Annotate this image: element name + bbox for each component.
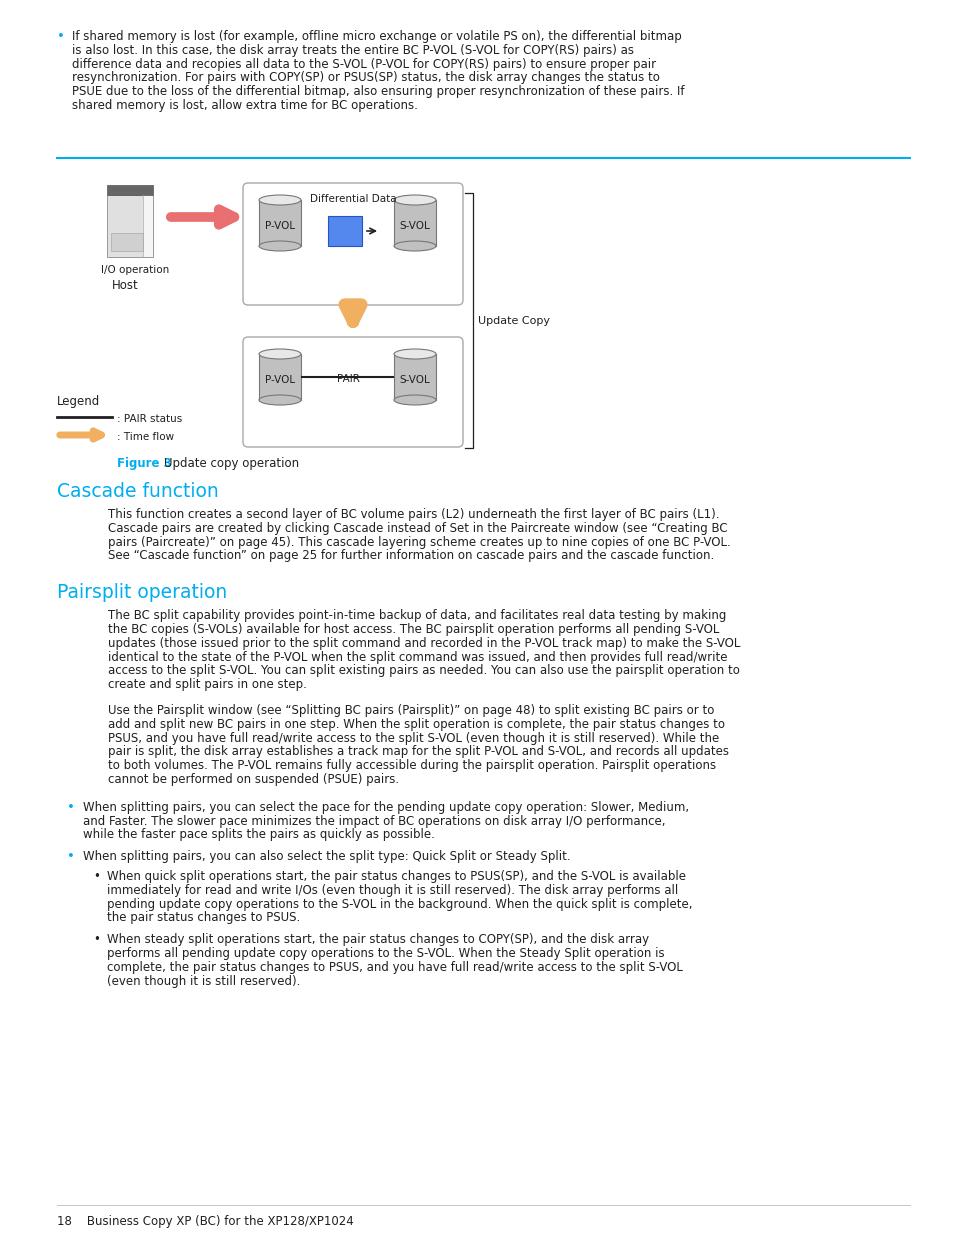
Text: immediately for read and write I/Os (even though it is still reserved). The disk: immediately for read and write I/Os (eve… [107,884,678,897]
Text: P-VOL: P-VOL [265,221,294,231]
Text: When splitting pairs, you can also select the split type: Quick Split or Steady : When splitting pairs, you can also selec… [83,850,570,863]
Text: P-VOL: P-VOL [265,375,294,385]
Text: to both volumes. The P-VOL remains fully accessible during the pairsplit operati: to both volumes. The P-VOL remains fully… [108,760,716,772]
Text: updates (those issued prior to the split command and recorded in the P-VOL track: updates (those issued prior to the split… [108,637,740,650]
Text: When quick split operations start, the pair status changes to PSUS(SP), and the : When quick split operations start, the p… [107,869,685,883]
Text: is also lost. In this case, the disk array treats the entire BC P-VOL (S-VOL for: is also lost. In this case, the disk arr… [71,43,634,57]
Ellipse shape [394,395,436,405]
Text: the pair status changes to PSUS.: the pair status changes to PSUS. [107,911,300,925]
Ellipse shape [258,241,301,251]
Text: PSUE due to the loss of the differential bitmap, also ensuring proper resynchron: PSUE due to the loss of the differential… [71,85,684,99]
Text: identical to the state of the P-VOL when the split command was issued, and then : identical to the state of the P-VOL when… [108,651,727,663]
Text: while the faster pace splits the pairs as quickly as possible.: while the faster pace splits the pairs a… [83,829,435,841]
FancyBboxPatch shape [243,337,462,447]
Text: Use the Pairsplit window (see “Splitting BC pairs (Pairsplit)” on page 48) to sp: Use the Pairsplit window (see “Splitting… [108,704,714,718]
Text: Update copy operation: Update copy operation [164,457,299,471]
Text: Pairsplit operation: Pairsplit operation [57,583,227,603]
Text: •: • [57,30,65,43]
Text: Update Copy: Update Copy [477,315,550,326]
Text: •: • [92,934,100,946]
FancyBboxPatch shape [111,233,143,251]
Text: •: • [67,800,74,814]
Text: S-VOL: S-VOL [399,221,430,231]
Text: : Time flow: : Time flow [117,432,174,442]
FancyBboxPatch shape [328,216,361,246]
Text: add and split new BC pairs in one step. When the split operation is complete, th: add and split new BC pairs in one step. … [108,718,724,731]
Text: pair is split, the disk array establishes a track map for the split P-VOL and S-: pair is split, the disk array establishe… [108,746,728,758]
FancyBboxPatch shape [243,183,462,305]
Text: shared memory is lost, allow extra time for BC operations.: shared memory is lost, allow extra time … [71,99,417,112]
FancyBboxPatch shape [143,195,152,257]
FancyBboxPatch shape [258,200,301,246]
Text: Cascade pairs are created by clicking Cascade instead of Set in the Paircreate w: Cascade pairs are created by clicking Ca… [108,522,727,535]
Text: performs all pending update copy operations to the S-VOL. When the Steady Split : performs all pending update copy operati… [107,947,664,960]
Ellipse shape [394,241,436,251]
Text: When splitting pairs, you can select the pace for the pending update copy operat: When splitting pairs, you can select the… [83,800,688,814]
Ellipse shape [258,350,301,359]
FancyBboxPatch shape [107,185,152,195]
FancyBboxPatch shape [394,200,436,246]
Text: This function creates a second layer of BC volume pairs (L2) underneath the firs: This function creates a second layer of … [108,508,719,521]
Text: 18    Business Copy XP (BC) for the XP128/XP1024: 18 Business Copy XP (BC) for the XP128/X… [57,1215,354,1228]
Text: Cascade function: Cascade function [57,482,218,501]
Text: Differential Data: Differential Data [310,194,395,204]
Text: I/O operation: I/O operation [101,266,169,275]
Text: access to the split S-VOL. You can split existing pairs as needed. You can also : access to the split S-VOL. You can split… [108,664,740,678]
Ellipse shape [258,395,301,405]
FancyBboxPatch shape [394,354,436,400]
Text: •: • [92,869,100,883]
FancyBboxPatch shape [258,354,301,400]
Text: complete, the pair status changes to PSUS, and you have full read/write access t: complete, the pair status changes to PSU… [107,961,682,974]
Ellipse shape [394,350,436,359]
Text: See “Cascade function” on page 25 for further information on cascade pairs and t: See “Cascade function” on page 25 for fu… [108,550,714,562]
Ellipse shape [258,195,301,205]
Text: create and split pairs in one step.: create and split pairs in one step. [108,678,307,692]
Text: PSUS, and you have full read/write access to the split S-VOL (even though it is : PSUS, and you have full read/write acces… [108,731,719,745]
Text: PAIR: PAIR [336,374,359,384]
Text: resynchronization. For pairs with COPY(SP) or PSUS(SP) status, the disk array ch: resynchronization. For pairs with COPY(S… [71,72,659,84]
Text: •: • [67,850,74,863]
Text: : PAIR status: : PAIR status [117,414,182,424]
Text: If shared memory is lost (for example, offline micro exchange or volatile PS on): If shared memory is lost (for example, o… [71,30,681,43]
Text: The BC split capability provides point-in-time backup of data, and facilitates r: The BC split capability provides point-i… [108,609,725,622]
Ellipse shape [394,195,436,205]
Text: Host: Host [112,279,138,291]
Text: pending update copy operations to the S-VOL in the background. When the quick sp: pending update copy operations to the S-… [107,898,692,910]
Text: When steady split operations start, the pair status changes to COPY(SP), and the: When steady split operations start, the … [107,934,648,946]
Text: pairs (Paircreate)” on page 45). This cascade layering scheme creates up to nine: pairs (Paircreate)” on page 45). This ca… [108,536,730,548]
FancyBboxPatch shape [107,195,152,257]
Text: and Faster. The slower pace minimizes the impact of BC operations on disk array : and Faster. The slower pace minimizes th… [83,815,665,827]
Text: S-VOL: S-VOL [399,375,430,385]
Text: the BC copies (S-VOLs) available for host access. The BC pairsplit operation per: the BC copies (S-VOLs) available for hos… [108,622,719,636]
Text: difference data and recopies all data to the S-VOL (P-VOL for COPY(RS) pairs) to: difference data and recopies all data to… [71,58,656,70]
Text: Figure 3: Figure 3 [117,457,172,471]
Text: (even though it is still reserved).: (even though it is still reserved). [107,974,300,988]
Text: cannot be performed on suspended (PSUE) pairs.: cannot be performed on suspended (PSUE) … [108,773,398,785]
Text: Legend: Legend [57,395,100,408]
